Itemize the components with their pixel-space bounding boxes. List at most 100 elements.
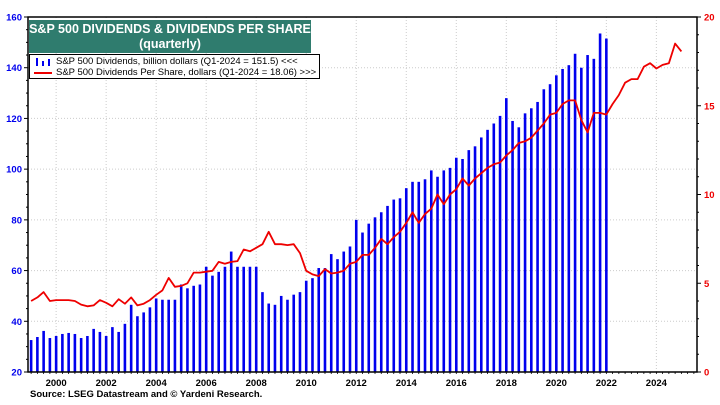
bar	[317, 268, 321, 372]
bar	[261, 292, 264, 372]
bar	[605, 38, 608, 373]
bar-swatch-icon	[34, 57, 52, 66]
bar	[223, 266, 227, 372]
y-tick-label-left: 20	[11, 368, 22, 379]
dividend-bars	[29, 33, 608, 373]
bar	[498, 115, 502, 373]
legend: S&P 500 Dividends, billion dollars (Q1-2…	[29, 54, 320, 79]
y-tick-label-left: 100	[6, 165, 22, 176]
bar	[79, 338, 83, 372]
bar	[404, 188, 408, 372]
bar	[511, 120, 514, 372]
bar	[479, 137, 483, 372]
bar	[67, 332, 70, 372]
bar	[517, 127, 521, 372]
x-tick-label: 2022	[596, 378, 617, 389]
chart-title-box: S&P 500 DIVIDENDS & DIVIDENDS PER SHARE …	[29, 20, 311, 53]
bar	[304, 280, 308, 372]
x-tick-label: 2002	[96, 378, 117, 389]
bar	[129, 304, 133, 372]
y-tick-label-left: 140	[6, 63, 22, 74]
bar	[592, 58, 596, 372]
y-axis-right: 0 5 10 15 20	[704, 13, 715, 379]
bar	[411, 181, 414, 372]
bar	[104, 335, 108, 372]
bar	[586, 55, 589, 373]
bar	[267, 303, 271, 372]
bar	[373, 217, 377, 372]
bar	[386, 205, 389, 372]
bar	[98, 331, 102, 372]
bar	[217, 271, 220, 372]
bar	[323, 268, 327, 372]
bar	[136, 316, 139, 372]
x-tick-label: 2010	[296, 378, 317, 389]
bar	[536, 101, 539, 373]
bar	[423, 179, 427, 372]
bar	[48, 338, 52, 372]
axis-ticks	[24, 16, 701, 374]
bar	[167, 299, 170, 372]
bar	[111, 327, 114, 372]
bar	[354, 219, 358, 372]
x-tick-label: 2006	[196, 378, 217, 389]
bar	[248, 266, 252, 372]
dps-series-line	[30, 42, 683, 308]
x-tick-label: 2020	[546, 378, 567, 389]
bar	[311, 278, 314, 372]
bar	[530, 108, 533, 373]
bar	[442, 170, 446, 372]
x-tick-label: 2004	[146, 378, 168, 389]
y-tick-label-left: 40	[11, 317, 22, 328]
bar	[36, 337, 39, 372]
y-axis-left: 20 40 60 80 100 120 140 160	[6, 13, 22, 379]
bar	[417, 181, 421, 372]
bar	[186, 288, 189, 372]
bar	[454, 157, 458, 372]
bar	[273, 304, 277, 372]
bar	[73, 333, 77, 372]
bar	[92, 328, 95, 372]
bar	[236, 266, 239, 372]
chart-title: S&P 500 DIVIDENDS & DIVIDENDS PER SHARE	[29, 22, 311, 36]
dps-line	[30, 42, 683, 308]
bar	[429, 170, 433, 372]
y-tick-label-right: 20	[704, 13, 715, 24]
bar	[523, 113, 527, 372]
source-note: Source: LSEG Datastream and © Yardeni Re…	[30, 389, 263, 400]
x-tick-label: 2012	[346, 378, 367, 389]
line-swatch-icon	[34, 68, 52, 77]
legend-item-dps: S&P 500 Dividends Per Share, dollars (Q1…	[34, 67, 316, 78]
bar	[492, 123, 496, 372]
bar	[461, 159, 464, 372]
bar	[192, 285, 195, 372]
bar	[298, 292, 302, 372]
x-tick-label: 2008	[246, 378, 267, 389]
x-tick-label: 2014	[396, 378, 418, 389]
y-tick-label-left: 120	[6, 114, 22, 125]
bar	[548, 84, 552, 373]
bar	[286, 299, 289, 372]
y-tick-label-left: 160	[6, 13, 22, 24]
y-tick-label-right: 10	[704, 190, 715, 201]
bar	[292, 294, 296, 372]
x-tick-label: 2024	[646, 378, 668, 389]
bar	[392, 199, 396, 372]
bar	[86, 335, 89, 372]
bar	[342, 251, 346, 372]
bar	[448, 167, 452, 372]
bar	[505, 98, 508, 373]
bar	[42, 330, 45, 372]
y-tick-label-left: 80	[11, 215, 22, 226]
bar	[117, 331, 120, 372]
bar	[561, 68, 564, 372]
bar	[142, 312, 145, 372]
legend-label-dps: S&P 500 Dividends Per Share, dollars (Q1…	[56, 67, 317, 78]
y-tick-label-right: 5	[704, 279, 710, 290]
y-tick-label-right: 0	[704, 368, 709, 379]
bar	[486, 129, 489, 372]
bar	[473, 146, 477, 372]
bar	[436, 176, 439, 372]
bar	[242, 266, 246, 372]
